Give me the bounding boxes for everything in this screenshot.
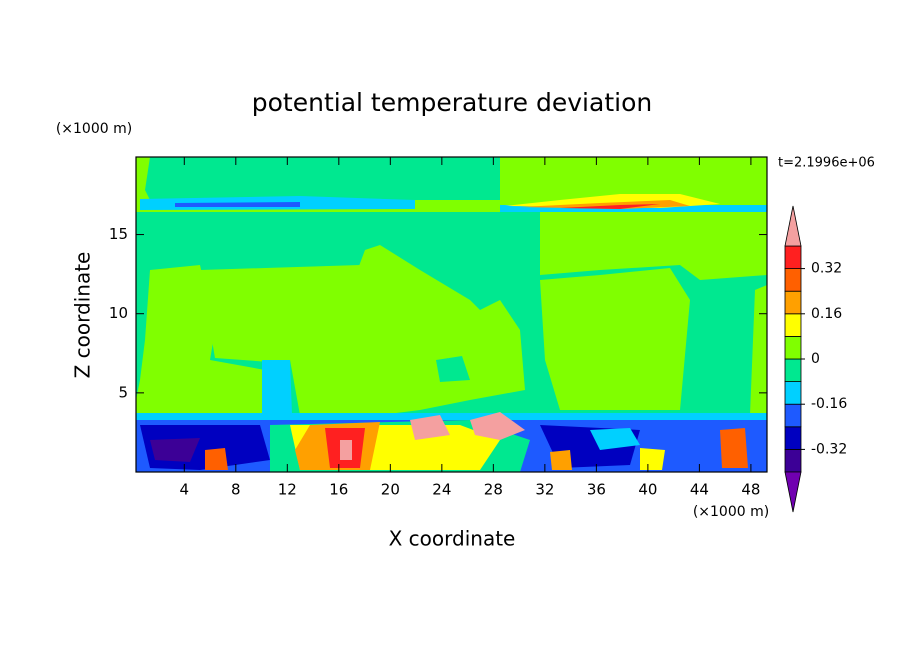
x-tick-label: 40 [638, 481, 657, 499]
contour-region [470, 412, 525, 440]
contour-region [560, 204, 660, 209]
contour-region [436, 356, 470, 382]
x-tick-label: 36 [587, 481, 606, 499]
colorbar-box [784, 381, 802, 405]
colorbar-tick-label: 0.16 [811, 306, 842, 322]
time-annotation: t=2.1996e+06 [778, 156, 875, 171]
contour-region [540, 268, 690, 410]
contour-region [540, 212, 767, 280]
chart-title: potential temperature deviation [252, 88, 652, 117]
x-tick-label: 4 [180, 481, 190, 499]
x-tick-label: 48 [741, 481, 760, 499]
x-tick-label: 8 [231, 481, 241, 499]
x-tick-label: 16 [329, 481, 348, 499]
colorbar-box [784, 426, 802, 450]
contour-region [200, 265, 370, 362]
contour-region [750, 285, 767, 415]
x-tick-label: 44 [690, 481, 709, 499]
colorbar-tick-label: -0.32 [811, 441, 847, 457]
y-unit: (×1000 m) [56, 121, 132, 137]
contour-region [136, 413, 767, 420]
x-tick-label: 28 [484, 481, 503, 499]
contour-region [720, 428, 748, 468]
contour-region [145, 157, 500, 200]
colorbar-box [784, 448, 802, 473]
colorbar-extend-low [784, 471, 802, 513]
y-axis-label: Z coordinate [71, 252, 95, 379]
colorbar-tick-label: -0.16 [811, 396, 847, 412]
x-axis-label: X coordinate [389, 527, 516, 551]
x-tick-label: 24 [432, 481, 451, 499]
colorbar-box [784, 245, 802, 270]
contour-region [262, 360, 292, 415]
colorbar-box [784, 403, 802, 428]
x-tick-label: 20 [381, 481, 400, 499]
x-tick-label: 32 [535, 481, 554, 499]
contour-region [175, 202, 300, 207]
colorbar-box [784, 358, 802, 383]
contour-region [590, 428, 640, 450]
contour-region [205, 448, 228, 470]
x-unit: (×1000 m) [693, 504, 769, 520]
y-tick-label: 15 [109, 225, 128, 243]
colorbar-box [784, 313, 802, 337]
contour-region [550, 450, 572, 470]
contour-region [410, 415, 450, 440]
y-tick-label: 10 [109, 304, 128, 322]
colorbar-extend-high [784, 205, 802, 247]
contour-region [340, 440, 352, 460]
colorbar-tick-label: 0.32 [811, 261, 842, 277]
contour-field [136, 157, 767, 472]
colorbar-box [784, 335, 802, 360]
x-tick-label: 12 [278, 481, 297, 499]
contour-region [150, 438, 200, 462]
colorbar-tick-label: 0 [811, 351, 820, 367]
contour-region [520, 200, 690, 209]
colorbar-box [784, 290, 802, 315]
y-tick-label: 5 [118, 383, 128, 401]
contour-region [640, 448, 665, 470]
plot-frame [135, 156, 768, 473]
colorbar-box [784, 268, 802, 292]
